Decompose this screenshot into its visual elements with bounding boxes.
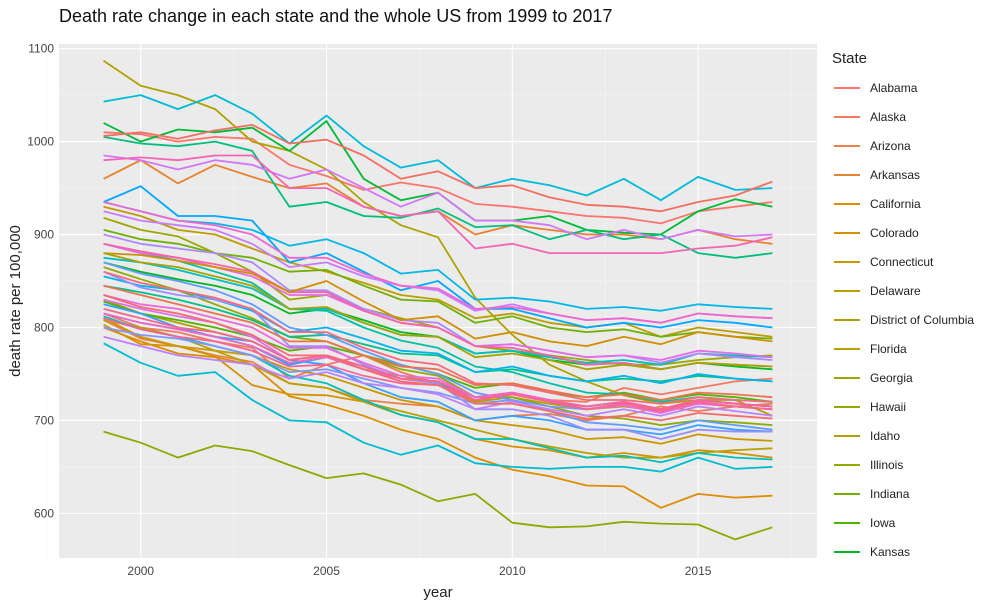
series-line-oklahoma — [103, 154, 773, 241]
series-line-tennessee — [103, 154, 773, 255]
series-line-virginia — [103, 270, 773, 405]
legend-swatch — [834, 86, 860, 89]
legend-label: Kansas — [870, 544, 911, 559]
legend-swatch — [834, 492, 860, 495]
series-line-florida — [103, 319, 773, 459]
legend-label: District of Columbia — [870, 312, 975, 327]
legend-label: Colorado — [870, 225, 919, 240]
legend-swatch — [834, 318, 860, 321]
x-tick-label: 2005 — [313, 564, 340, 578]
series-lines — [103, 59, 773, 541]
legend-item[interactable]: District of Columbia — [832, 305, 974, 334]
legend-item[interactable]: Kansas — [832, 537, 974, 566]
legend-swatch — [834, 289, 860, 292]
legend-swatch — [834, 115, 860, 118]
series-line-south-carolina — [103, 201, 773, 324]
legend-label: Georgia — [870, 370, 913, 385]
legend-items: Alabama Alaska Arizona Arkansas California Co… — [832, 73, 974, 566]
series-line-wisconsin — [103, 284, 773, 401]
legend-label: Hawaii — [870, 399, 907, 414]
y-tick-label: 700 — [34, 413, 54, 427]
legend-label: Alabama — [870, 80, 918, 95]
legend-label: California — [870, 196, 921, 211]
legend-swatch — [834, 202, 860, 205]
legend-item[interactable]: Connecticut — [832, 247, 974, 276]
x-axis-label: year — [423, 584, 452, 600]
series-line-north-dakota — [103, 335, 773, 417]
legend-item[interactable]: Iowa — [832, 508, 974, 537]
series-line-nevada — [103, 185, 773, 329]
series-line-wyoming — [103, 252, 773, 348]
legend-swatch — [834, 231, 860, 234]
legend-item[interactable]: Delaware — [832, 276, 974, 305]
x-tick-label: 2015 — [685, 564, 712, 578]
series-line-west-virginia — [103, 124, 773, 213]
legend-label: Delaware — [870, 283, 921, 298]
legend-item[interactable]: Arkansas — [832, 160, 974, 189]
legend-label: Arkansas — [870, 167, 921, 182]
legend-swatch — [834, 521, 860, 524]
y-axis-label: death rate per 100,000 — [7, 225, 24, 377]
legend-label: Alaska — [870, 109, 907, 124]
y-tick-label: 800 — [34, 320, 54, 334]
legend-swatch — [834, 434, 860, 437]
legend-label: Iowa — [870, 515, 896, 530]
grid-lines — [47, 44, 817, 558]
series-line-hawaii — [103, 430, 773, 541]
legend-swatch — [834, 173, 860, 176]
legend-title: State — [832, 50, 868, 67]
series-line-maryland — [103, 242, 773, 403]
series-line-vermont — [103, 308, 773, 413]
legend-label: Connecticut — [870, 254, 934, 269]
series-line-rhode-island — [103, 294, 773, 414]
y-tick-label: 600 — [34, 506, 54, 520]
axes: 600 700 800 900 1000 1100 2000 2005 2010 2015 — [27, 42, 711, 578]
series-line-maine — [103, 284, 773, 383]
series-line-new-jersey — [103, 261, 773, 431]
legend-item[interactable]: California — [832, 189, 974, 218]
legend-item[interactable]: Hawaii — [832, 392, 974, 421]
x-tick-label: 2000 — [127, 564, 154, 578]
series-line-united-states — [103, 252, 773, 371]
chart-title: Death rate change in each state and the … — [59, 6, 613, 26]
legend-label: Idaho — [870, 428, 901, 443]
y-tick-label: 1100 — [28, 42, 54, 56]
legend-swatch — [834, 405, 860, 408]
legend-item[interactable]: Colorado — [832, 218, 974, 247]
legend-label: Illinois — [870, 457, 904, 472]
series-line-alabama — [103, 131, 773, 225]
legend-item[interactable]: Illinois — [832, 450, 974, 479]
legend-item[interactable]: Georgia — [832, 363, 974, 392]
legend-swatch — [834, 260, 860, 263]
legend-item[interactable]: Alabama — [832, 73, 974, 102]
legend-swatch — [834, 347, 860, 350]
legend-label: Arizona — [870, 138, 911, 153]
legend-swatch — [834, 463, 860, 466]
x-tick-label: 2010 — [499, 564, 526, 578]
series-line-minnesota — [103, 342, 773, 473]
series-line-north-carolina — [103, 233, 773, 364]
legend-swatch — [834, 550, 860, 553]
y-tick-label: 900 — [34, 228, 54, 242]
y-tick-label: 1000 — [27, 135, 54, 149]
series-line-missouri — [103, 201, 773, 312]
legend-item[interactable]: Florida — [832, 334, 974, 363]
legend: State Alabama Alaska Arizona Arkansas Califo… — [832, 50, 974, 566]
series-line-washington — [103, 294, 773, 422]
legend-label: Indiana — [870, 486, 910, 501]
series-line-new-york — [103, 270, 773, 440]
legend-label: Florida — [870, 341, 907, 356]
legend-item[interactable]: Alaska — [832, 102, 974, 131]
legend-swatch — [834, 144, 860, 147]
legend-item[interactable]: Arizona — [832, 131, 974, 160]
series-line-mississippi — [103, 94, 773, 202]
legend-swatch — [834, 376, 860, 379]
series-line-louisiana — [103, 136, 773, 259]
series-line-illinois — [103, 266, 773, 427]
legend-item[interactable]: Indiana — [832, 479, 974, 508]
legend-item[interactable]: Idaho — [832, 421, 974, 450]
